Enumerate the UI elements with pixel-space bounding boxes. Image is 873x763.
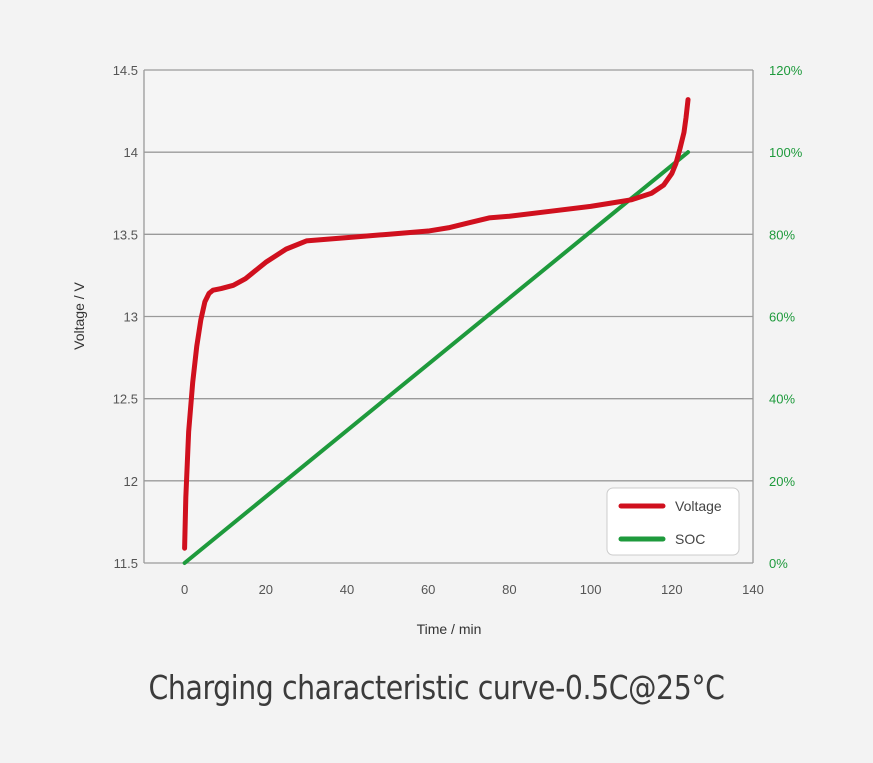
x-tick-label: 20 bbox=[259, 582, 273, 597]
x-axis-title: Time / min bbox=[417, 621, 482, 637]
y2-tick-label: 100% bbox=[769, 145, 803, 160]
y-tick-label: 13.5 bbox=[113, 227, 138, 242]
series-layer bbox=[182, 97, 691, 565]
y-tick-label: 13 bbox=[124, 310, 138, 325]
y2-tick-label: 80% bbox=[769, 227, 795, 242]
y-tick-label: 14.5 bbox=[113, 63, 138, 78]
legend-label-voltage: Voltage bbox=[675, 498, 722, 514]
y-axis-title: Voltage / V bbox=[71, 281, 87, 349]
legend: Voltage SOC bbox=[606, 487, 740, 556]
y2-tick-label: 20% bbox=[769, 474, 795, 489]
x-tick-label: 60 bbox=[421, 582, 435, 597]
x-tick-label: 40 bbox=[340, 582, 354, 597]
y2-tick-label: 0% bbox=[769, 556, 788, 571]
y2-tick-label: 120% bbox=[769, 63, 803, 78]
y-tick-label: 12 bbox=[124, 474, 138, 489]
series-line-voltage bbox=[182, 97, 691, 551]
x-tick-label: 120 bbox=[661, 582, 683, 597]
y-tick-label: 12.5 bbox=[113, 392, 138, 407]
x-tick-label: 100 bbox=[580, 582, 602, 597]
chart-caption: Charging characteristic curve-0.5C@25°C bbox=[148, 668, 725, 707]
legend-label-soc: SOC bbox=[675, 531, 705, 547]
y2-tick-label: 60% bbox=[769, 310, 795, 325]
series-line-soc bbox=[182, 150, 691, 565]
x-tick-label: 140 bbox=[742, 582, 764, 597]
x-tick-label: 0 bbox=[181, 582, 188, 597]
charging-chart: 11.5 12 12.5 13 13.5 14 14.5 0% 20% 40% 60% 80% 100%… bbox=[71, 63, 803, 637]
y-tick-label: 11.5 bbox=[114, 556, 138, 571]
grid-lines bbox=[144, 69, 753, 564]
axis-frame bbox=[143, 70, 754, 563]
y2-tick-label: 40% bbox=[769, 392, 795, 407]
x-tick-label: 80 bbox=[502, 582, 516, 597]
y-tick-label: 14 bbox=[124, 145, 138, 160]
tick-labels: 11.5 12 12.5 13 13.5 14 14.5 0% 20% 40% 60% 80% 100%… bbox=[113, 63, 803, 597]
